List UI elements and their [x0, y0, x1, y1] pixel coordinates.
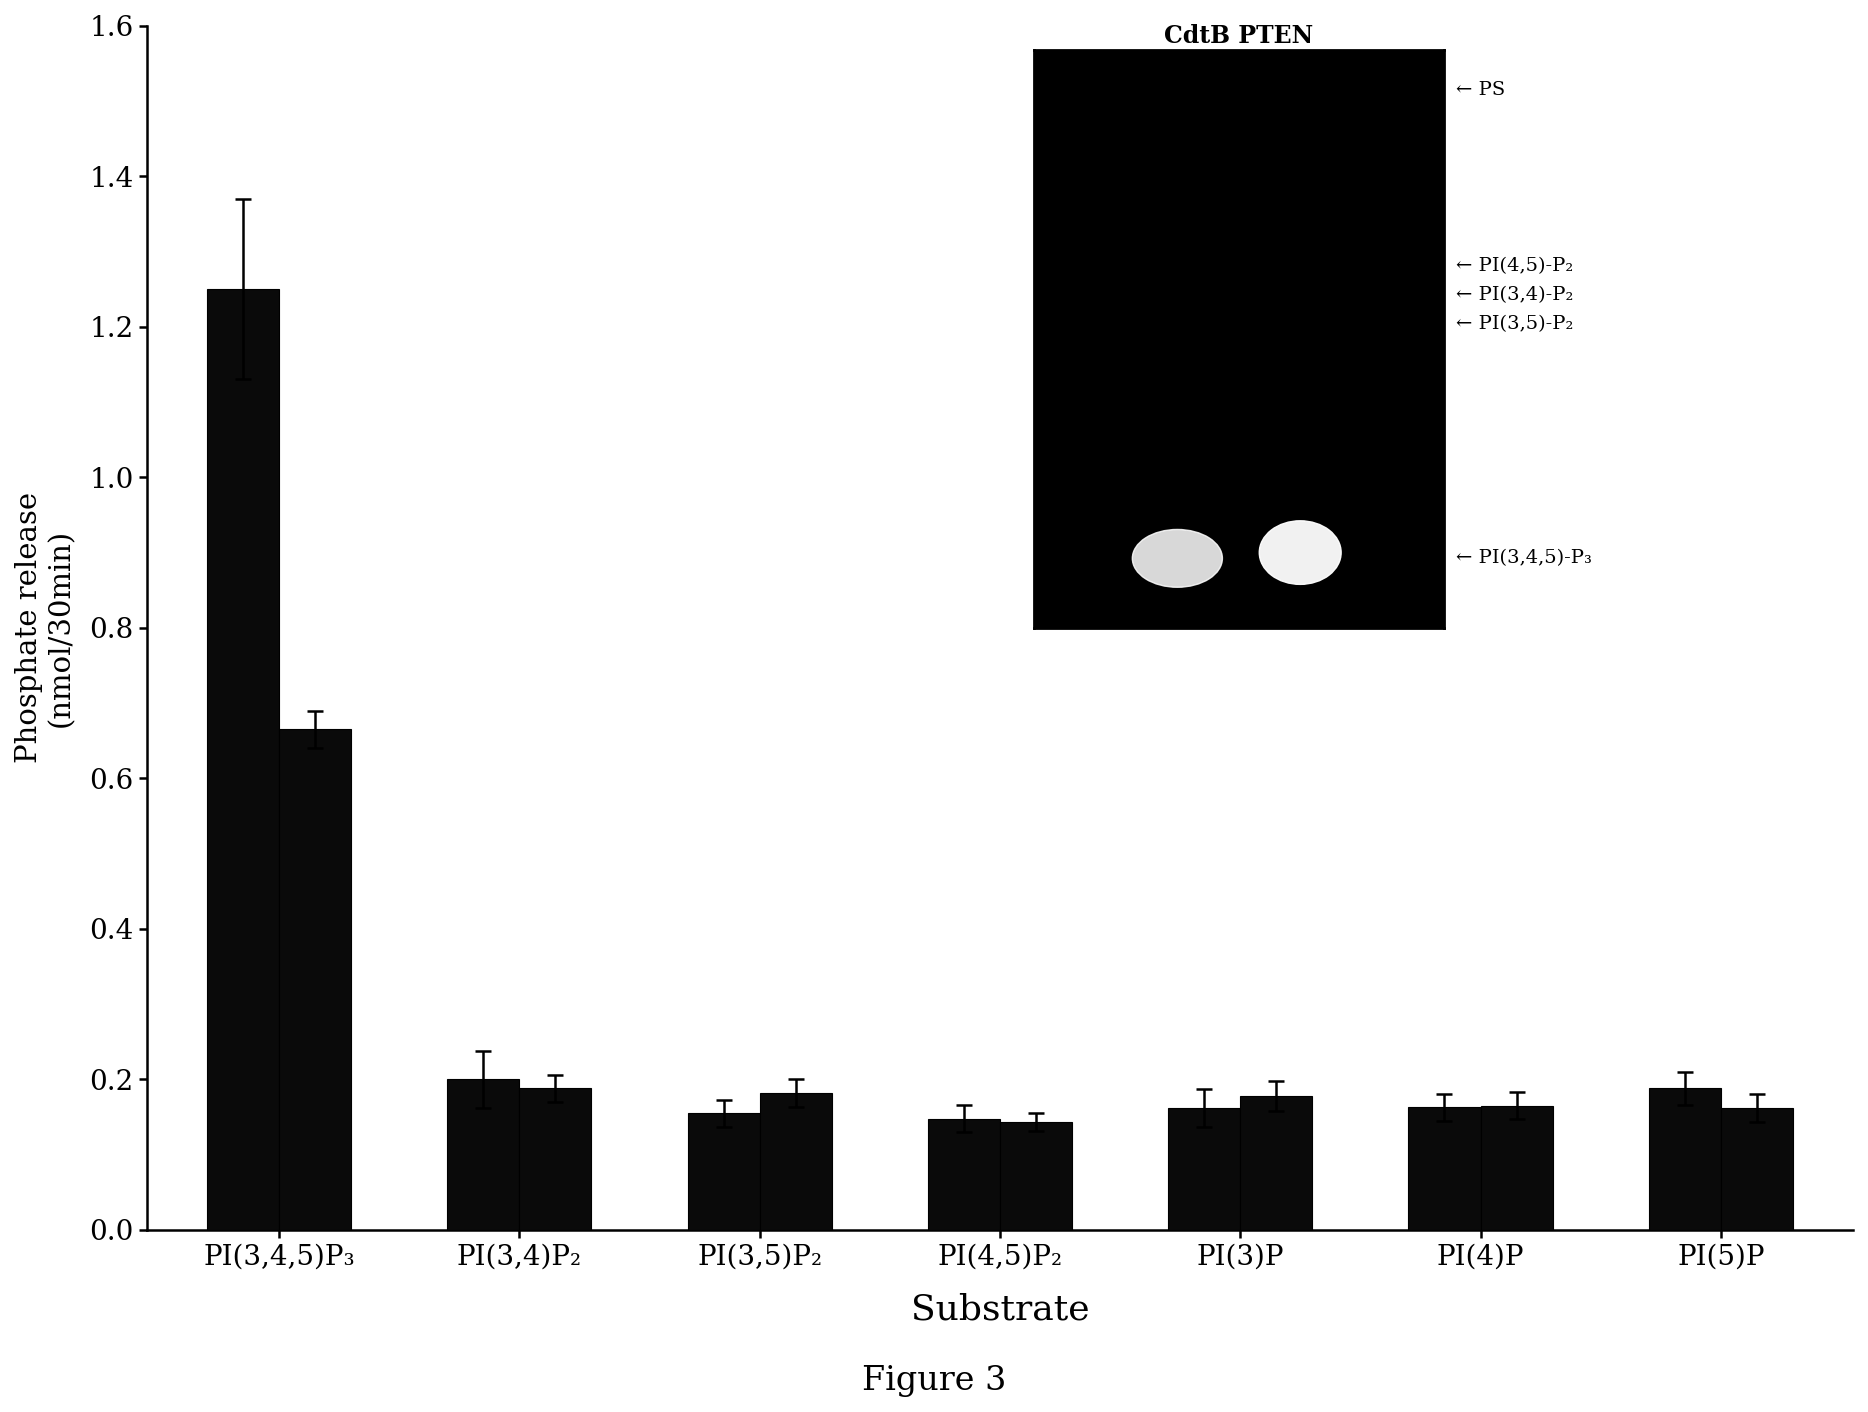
Text: Figure 3: Figure 3	[861, 1365, 1007, 1396]
Bar	[1408, 1107, 1481, 1230]
Bar	[999, 1123, 1072, 1230]
Bar	[1481, 1106, 1552, 1230]
Bar	[1649, 1089, 1720, 1230]
Bar	[1168, 1108, 1240, 1230]
Bar	[278, 730, 351, 1230]
Y-axis label: Phosphate release
(nmol/30min): Phosphate release (nmol/30min)	[15, 493, 75, 764]
Bar	[687, 1113, 760, 1230]
Bar	[928, 1118, 999, 1230]
Bar	[1240, 1096, 1313, 1230]
Bar	[760, 1093, 831, 1230]
X-axis label: Substrate: Substrate	[910, 1292, 1089, 1326]
Bar	[207, 289, 278, 1230]
Bar	[1720, 1108, 1793, 1230]
Bar	[446, 1079, 519, 1230]
Bar	[519, 1089, 592, 1230]
